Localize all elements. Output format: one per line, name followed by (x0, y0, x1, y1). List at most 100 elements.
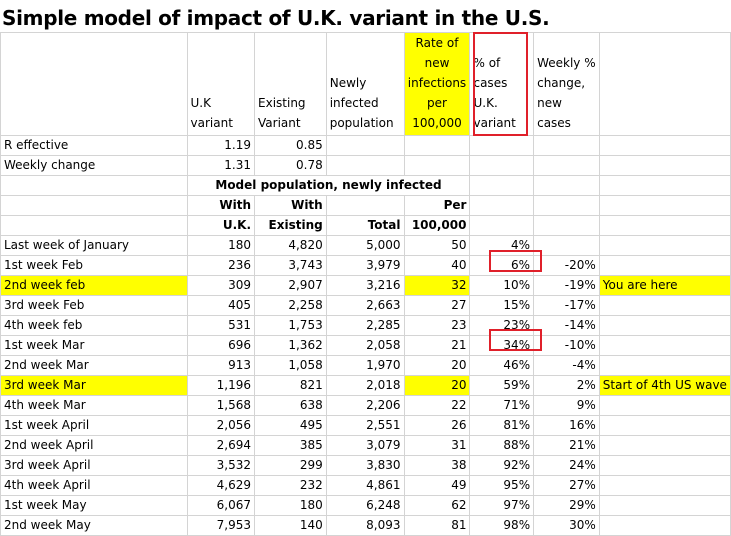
param-existing[interactable]: 0.85 (254, 135, 327, 156)
pct-uk-value[interactable]: 88% (469, 435, 535, 456)
uk-count[interactable]: 2,056 (186, 415, 256, 436)
weekly-change-value[interactable]: 24% (533, 455, 600, 476)
param-label[interactable]: R effective (0, 135, 188, 156)
note[interactable]: Start of 4th US wave (598, 375, 731, 396)
per-100k-value[interactable]: 23 (403, 315, 471, 336)
uk-count[interactable]: 3,532 (186, 455, 256, 476)
week-label[interactable]: 2nd week Mar (0, 355, 188, 376)
empty-cell[interactable] (403, 135, 471, 156)
week-label[interactable]: 3rd week Feb (0, 295, 188, 316)
total-count[interactable]: 3,079 (325, 435, 405, 456)
subheader-total[interactable]: Total (325, 215, 405, 236)
pct-uk-value[interactable]: 97% (469, 495, 535, 516)
existing-count[interactable]: 3,743 (254, 255, 327, 276)
total-count[interactable]: 5,000 (325, 235, 405, 256)
weekly-change-value[interactable]: -17% (533, 295, 600, 316)
empty-cell[interactable] (325, 135, 405, 156)
subheader-per-top[interactable]: Per (403, 195, 471, 216)
total-count[interactable]: 2,663 (325, 295, 405, 316)
week-label[interactable]: 2nd week feb (0, 275, 188, 296)
weekly-change-value[interactable]: -19% (533, 275, 600, 296)
empty-cell[interactable] (325, 195, 405, 216)
existing-count[interactable]: 140 (254, 515, 327, 536)
total-count[interactable]: 2,285 (325, 315, 405, 336)
uk-count[interactable]: 236 (186, 255, 256, 276)
pct-uk-value[interactable]: 92% (469, 455, 535, 476)
week-label[interactable]: 3rd week April (0, 455, 188, 476)
total-count[interactable]: 4,861 (325, 475, 405, 496)
per-100k-value[interactable]: 20 (403, 375, 471, 396)
per-100k-value[interactable]: 81 (403, 515, 471, 536)
existing-count[interactable]: 2,258 (254, 295, 327, 316)
existing-count[interactable]: 1,362 (254, 335, 327, 356)
uk-count[interactable]: 1,196 (186, 375, 256, 396)
per-100k-value[interactable]: 20 (403, 355, 471, 376)
per-100k-value[interactable]: 27 (403, 295, 471, 316)
total-count[interactable]: 3,830 (325, 455, 405, 476)
uk-count[interactable]: 405 (186, 295, 256, 316)
pct-uk-value[interactable]: 15% (469, 295, 535, 316)
pct-uk-value[interactable]: 71% (469, 395, 535, 416)
uk-count[interactable]: 531 (186, 315, 256, 336)
param-uk[interactable]: 1.19 (186, 135, 256, 156)
empty-cell[interactable] (533, 135, 600, 156)
pct-uk-value[interactable]: 10% (469, 275, 535, 296)
existing-count[interactable]: 821 (254, 375, 327, 396)
week-label[interactable]: Last week of January (0, 235, 188, 256)
header-existing-variant[interactable]: Existing Variant (254, 32, 327, 136)
pct-uk-value[interactable]: 59% (469, 375, 535, 396)
week-label[interactable]: 2nd week April (0, 435, 188, 456)
empty-cell[interactable] (469, 215, 535, 236)
total-count[interactable]: 6,248 (325, 495, 405, 516)
week-label[interactable]: 3rd week Mar (0, 375, 188, 396)
uk-count[interactable]: 4,629 (186, 475, 256, 496)
week-label[interactable]: 4th week feb (0, 315, 188, 336)
total-count[interactable]: 1,970 (325, 355, 405, 376)
per-100k-value[interactable]: 26 (403, 415, 471, 436)
existing-count[interactable]: 180 (254, 495, 327, 516)
week-label[interactable]: 1st week April (0, 415, 188, 436)
total-count[interactable]: 8,093 (325, 515, 405, 536)
note[interactable]: You are here (598, 275, 731, 296)
header-newly-infected[interactable]: Newly infected population (325, 32, 405, 136)
existing-count[interactable]: 232 (254, 475, 327, 496)
weekly-change-value[interactable]: -14% (533, 315, 600, 336)
uk-count[interactable]: 696 (186, 335, 256, 356)
subheader-existing-top[interactable]: With (254, 195, 327, 216)
pct-uk-value[interactable]: 46% (469, 355, 535, 376)
empty-cell[interactable] (0, 195, 188, 216)
empty-cell[interactable] (533, 215, 600, 236)
weekly-change-value[interactable]: -20% (533, 255, 600, 276)
week-label[interactable]: 1st week May (0, 495, 188, 516)
week-label[interactable]: 1st week Feb (0, 255, 188, 276)
existing-count[interactable]: 4,820 (254, 235, 327, 256)
total-count[interactable]: 2,206 (325, 395, 405, 416)
param-existing[interactable]: 0.78 (254, 155, 327, 176)
empty-cell[interactable] (533, 195, 600, 216)
empty-cell[interactable] (469, 155, 535, 176)
header-weekly-change[interactable]: Weekly % change, new cases (533, 32, 600, 136)
pct-uk-value[interactable]: 81% (469, 415, 535, 436)
weekly-change-value[interactable]: -10% (533, 335, 600, 356)
total-count[interactable]: 2,058 (325, 335, 405, 356)
empty-cell[interactable] (533, 155, 600, 176)
existing-count[interactable]: 1,753 (254, 315, 327, 336)
uk-count[interactable]: 2,694 (186, 435, 256, 456)
per-100k-value[interactable]: 38 (403, 455, 471, 476)
subheader-per-bottom[interactable]: 100,000 (403, 215, 471, 236)
weekly-change-value[interactable]: 29% (533, 495, 600, 516)
header-rate-per-100k[interactable]: Rate of new infections per 100,000 (403, 32, 471, 136)
uk-count[interactable]: 1,568 (186, 395, 256, 416)
uk-count[interactable]: 6,067 (186, 495, 256, 516)
header-pct-uk-variant[interactable]: % of cases U.K. variant (469, 32, 535, 136)
empty-cell[interactable] (469, 195, 535, 216)
existing-count[interactable]: 2,907 (254, 275, 327, 296)
uk-count[interactable]: 913 (186, 355, 256, 376)
total-count[interactable]: 3,216 (325, 275, 405, 296)
header-label-cell[interactable] (0, 32, 188, 136)
empty-cell[interactable] (0, 215, 188, 236)
per-100k-value[interactable]: 49 (403, 475, 471, 496)
existing-count[interactable]: 495 (254, 415, 327, 436)
param-label[interactable]: Weekly change (0, 155, 188, 176)
weekly-change-value[interactable]: -4% (533, 355, 600, 376)
